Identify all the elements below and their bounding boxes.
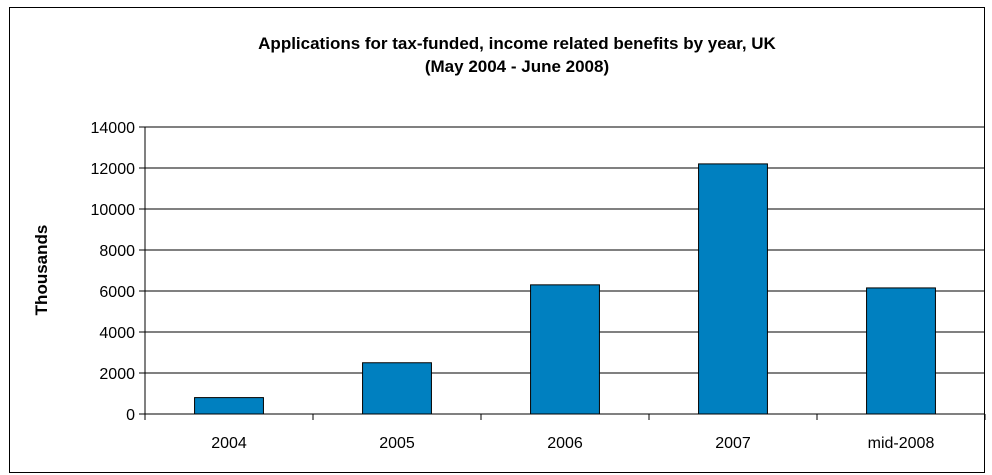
bar-2004 bbox=[194, 397, 264, 415]
axes bbox=[144, 127, 985, 415]
y-tick-label: 0 bbox=[126, 407, 135, 424]
x-tick-label: 2004 bbox=[211, 435, 247, 452]
y-axis-label: Thousands bbox=[32, 225, 51, 316]
x-tick-label: 2005 bbox=[379, 435, 415, 452]
y-tick-label: 12000 bbox=[91, 161, 136, 178]
x-tick-label: 2007 bbox=[715, 435, 751, 452]
x-tick-label: 2006 bbox=[547, 435, 583, 452]
gridlines bbox=[145, 126, 985, 374]
y-tick-labels: 0 2000 4000 6000 8000 10000 12000 14000 bbox=[91, 120, 145, 424]
bar-mid-2008 bbox=[866, 287, 936, 415]
bar-2006 bbox=[530, 284, 600, 415]
y-tick-label: 14000 bbox=[91, 120, 136, 137]
y-tick-label: 6000 bbox=[99, 284, 135, 301]
chart-title: Applications for tax-funded, income rela… bbox=[258, 34, 776, 53]
bar-2007 bbox=[698, 163, 768, 415]
y-tick-label: 2000 bbox=[99, 366, 135, 383]
x-tick-label: mid-2008 bbox=[868, 435, 935, 452]
chart-frame bbox=[9, 7, 985, 473]
y-tick-label: 10000 bbox=[91, 202, 136, 219]
y-tick-label: 4000 bbox=[99, 325, 135, 342]
chart-subtitle: (May 2004 - June 2008) bbox=[425, 57, 609, 76]
bars bbox=[194, 163, 936, 415]
x-tick-labels: 2004 2005 2006 2007 mid-2008 bbox=[144, 414, 986, 452]
bar-2005 bbox=[362, 362, 432, 415]
y-tick-label: 8000 bbox=[99, 243, 135, 260]
